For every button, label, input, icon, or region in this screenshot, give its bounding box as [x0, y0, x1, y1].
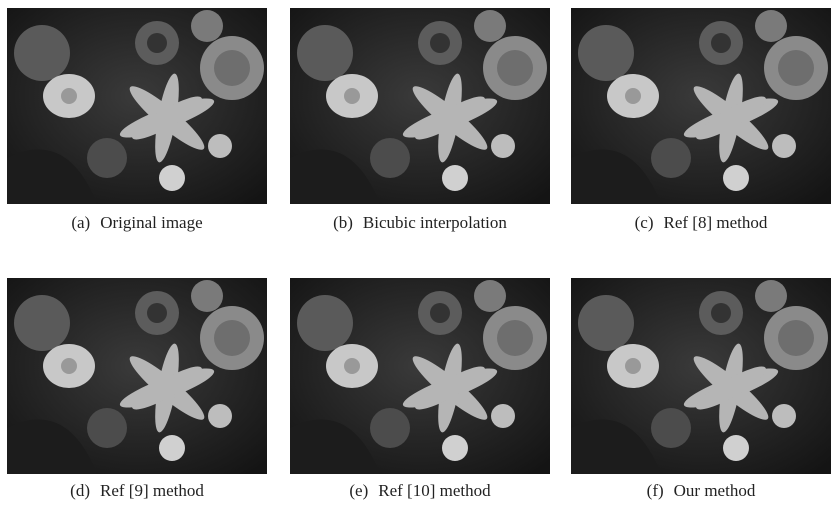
panel-image — [571, 8, 831, 204]
panel-image — [7, 278, 267, 474]
panel-label: (c) — [635, 213, 654, 232]
panel-caption: (d) Ref [9] method — [70, 481, 204, 500]
caption-text: Original image — [100, 213, 202, 232]
caption-text: Ref [8] method — [664, 213, 768, 232]
caption-text: Our method — [674, 481, 756, 500]
figure: (a) Original image (b) Bicubic interpolatio… — [0, 0, 831, 506]
caption-text: Ref [9] method — [100, 481, 204, 500]
panel-caption: (f) Our method — [647, 481, 756, 500]
panel-image — [290, 278, 550, 474]
panel-label: (d) — [70, 481, 90, 500]
caption-text: Ref [10] method — [378, 481, 491, 500]
panel-caption: (b) Bicubic interpolation — [333, 213, 507, 232]
panel-caption: (c) Ref [8] method — [635, 213, 768, 232]
panel-image — [290, 8, 550, 204]
panel-image — [7, 8, 267, 204]
panel-label: (a) — [71, 213, 90, 232]
panel-label: (f) — [647, 481, 664, 500]
panel-image — [571, 278, 831, 474]
panel-label: (e) — [349, 481, 368, 500]
panel-caption: (e) Ref [10] method — [349, 481, 491, 500]
caption-text: Bicubic interpolation — [363, 213, 507, 232]
panel-label: (b) — [333, 213, 353, 232]
panel-caption: (a) Original image — [71, 213, 202, 232]
